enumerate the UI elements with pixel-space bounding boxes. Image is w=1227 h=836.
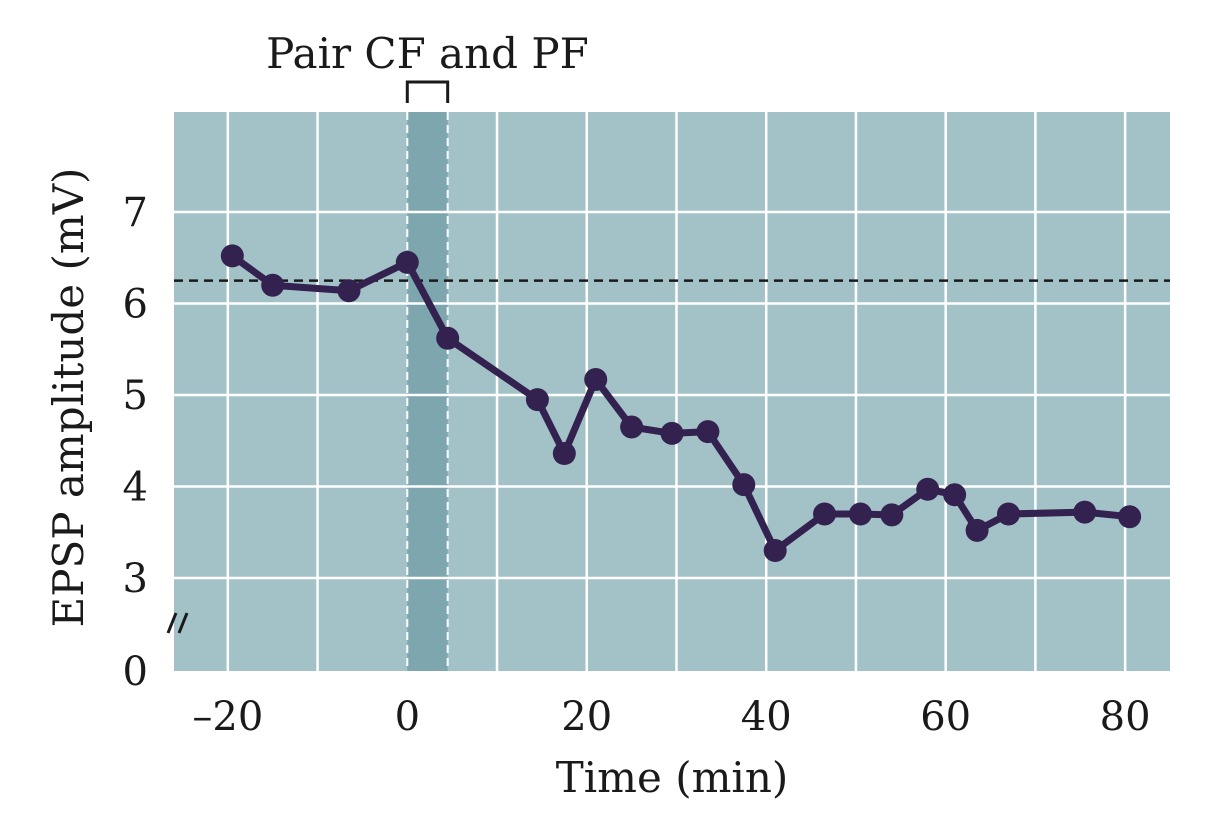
data-point [525,388,549,412]
data-point [1073,500,1097,524]
data-point [916,477,940,501]
y-tick-label: 7 [123,190,148,236]
data-point [552,442,576,466]
y-tick-label: 3 [123,556,148,602]
data-point [337,279,361,303]
data-point [813,502,837,526]
y-axis-break-mark [166,612,189,634]
data-point [848,502,872,526]
data-point [436,326,460,350]
data-point [965,518,989,542]
data-point [620,415,644,439]
axis-tick-labels: –20 0 20 40 60 80 0 3 4 5 6 7 [123,190,1151,740]
y-tick-label: 0 [123,649,148,695]
y-tick-label: 4 [123,465,148,511]
pairing-bracket [405,80,450,103]
data-point [732,473,756,497]
data-point [943,483,967,507]
x-tick-label: 40 [741,694,792,740]
x-tick-label: 80 [1100,694,1151,740]
data-points [220,244,1142,563]
series-line [228,252,1134,555]
x-axis-title: Time (min) [556,753,789,802]
data-point [996,502,1020,526]
x-tick-label: 0 [395,694,420,740]
data-point [763,539,787,563]
axis-break-slash [177,612,189,634]
axis-break-slash [166,612,178,634]
pairing-label: Pair CF and PF [266,29,589,78]
x-tick-label: 20 [561,694,612,740]
data-point [1118,505,1142,529]
data-point [220,244,244,268]
plot-background [174,112,1170,671]
x-tick-label: 60 [920,694,971,740]
y-tick-label: 6 [123,282,148,328]
data-point [584,367,608,391]
y-tick-label: 5 [123,373,148,419]
y-axis-title: EPSP amplitude (mV) [44,168,93,628]
data-point [395,250,419,274]
pairing-band [407,112,448,671]
pairing-window-lines [406,112,449,671]
data-point [696,420,720,444]
data-point [261,273,285,297]
data-point [660,421,684,445]
x-tick-label: –20 [192,694,263,740]
data-point [880,503,904,527]
grid-lines [174,112,1170,671]
